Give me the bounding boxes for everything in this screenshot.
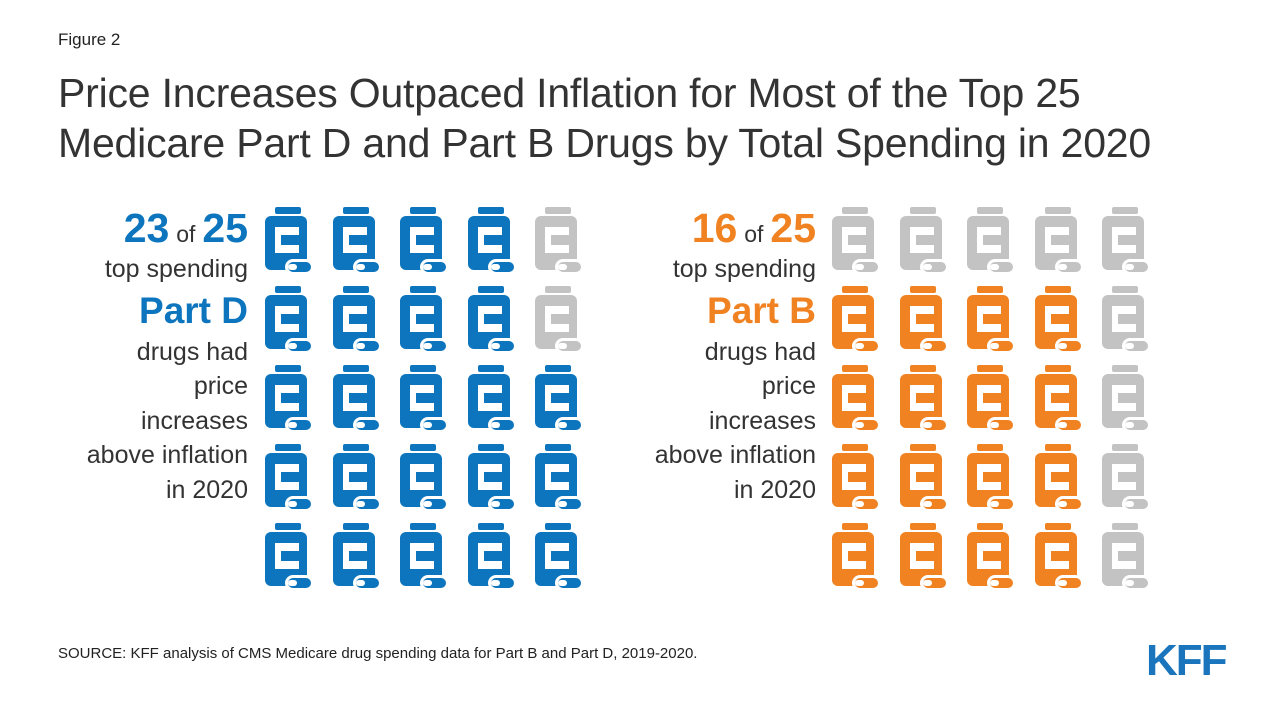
part-d-pill-bottle-icon-above-inflation xyxy=(264,286,314,358)
part-d-headline: 23 of 25 xyxy=(50,204,248,252)
part-d-pill-bottle-icon-above-inflation xyxy=(264,365,314,437)
title-line-1: Price Increases Outpaced Inflation for M… xyxy=(58,70,1081,116)
part-b-pill-bottle-icon-above-inflation xyxy=(899,523,949,595)
part-d-line-1: drugs had xyxy=(136,337,248,366)
part-d-pill-bottle-icon-not-above xyxy=(534,286,584,358)
part-b-pill-bottle-icon-above-inflation xyxy=(1034,523,1084,595)
part-b-description: 16 of 25 top spending Part B drugs had p… xyxy=(620,204,816,507)
part-b-line-2: price xyxy=(761,372,816,400)
part-b-pill-bottle-icon-above-inflation xyxy=(1034,286,1084,358)
part-b-pill-bottle-icon-not-above xyxy=(1101,286,1151,358)
part-d-pill-bottle-icon-above-inflation xyxy=(332,523,382,595)
part-d-line-top: top spending xyxy=(104,255,248,283)
part-d-line-4: above inflation xyxy=(86,441,248,469)
part-b-count: 16 xyxy=(691,205,738,251)
part-b-pill-bottle-icon-above-inflation xyxy=(831,286,881,358)
part-b-line-5: in 2020 xyxy=(733,475,816,504)
part-d-pill-bottle-icon-above-inflation xyxy=(399,444,449,516)
part-d-pill-bottle-icon-above-inflation xyxy=(332,444,382,516)
part-b-pill-bottle-icon-above-inflation xyxy=(966,444,1016,516)
part-b-headline: 16 of 25 xyxy=(620,204,816,252)
part-b-pill-bottle-icon-above-inflation xyxy=(966,365,1016,437)
part-b-pill-bottle-icon-not-above xyxy=(966,207,1016,279)
part-d-line-2: price xyxy=(193,372,248,400)
part-b-pill-bottle-icon-not-above xyxy=(1101,523,1151,595)
source-note: SOURCE: KFF analysis of CMS Medicare dru… xyxy=(58,645,698,662)
part-d-pill-bottle-icon-above-inflation xyxy=(399,207,449,279)
part-d-pill-bottle-icon-above-inflation xyxy=(467,365,517,437)
part-b-of: of xyxy=(744,221,764,247)
part-b-pill-bottle-icon-not-above xyxy=(831,207,881,279)
part-b-line-1: drugs had xyxy=(704,337,816,366)
part-d-pill-bottle-icon-above-inflation xyxy=(332,286,382,358)
part-d-pill-bottle-icon-above-inflation xyxy=(399,523,449,595)
part-d-description: 23 of 25 top spending Part D drugs had p… xyxy=(50,204,248,507)
part-d-count: 23 xyxy=(123,205,170,251)
part-d-pill-bottle-icon-above-inflation xyxy=(399,365,449,437)
part-d-pill-bottle-icon-above-inflation xyxy=(264,444,314,516)
part-b-pill-bottle-icon-not-above xyxy=(1101,444,1151,516)
part-b-pill-bottle-icon-above-inflation xyxy=(899,286,949,358)
chart-title: Price Increases Outpaced Inflation for M… xyxy=(58,68,1238,168)
part-b-pill-bottle-icon-not-above xyxy=(1101,207,1151,279)
part-b-pill-bottle-icon-not-above xyxy=(1034,207,1084,279)
part-d-total: 25 xyxy=(202,205,248,251)
part-d-of: of xyxy=(176,221,196,247)
part-b-pill-bottle-icon-above-inflation xyxy=(831,523,881,595)
part-b-pill-bottle-icon-not-above xyxy=(1101,365,1151,437)
part-d-pill-bottle-icon-above-inflation xyxy=(467,286,517,358)
kff-logo-mark: KFF xyxy=(1146,636,1229,685)
part-b-label: Part B xyxy=(707,289,816,331)
part-b-pill-bottle-icon-above-inflation xyxy=(899,365,949,437)
part-d-pill-bottle-icon-not-above xyxy=(534,207,584,279)
part-b-pill-bottle-icon-above-inflation xyxy=(831,365,881,437)
part-b-pill-bottle-icon-above-inflation xyxy=(1034,365,1084,437)
part-d-pill-bottle-icon-above-inflation xyxy=(467,523,517,595)
kff-logo-text: KFF xyxy=(1146,637,1227,681)
part-b-pill-bottle-icon-above-inflation xyxy=(966,286,1016,358)
part-d-line-3: increases xyxy=(141,406,248,435)
part-b-pill-bottle-icon-above-inflation xyxy=(1034,444,1084,516)
part-b-total: 25 xyxy=(770,205,816,251)
part-d-pill-bottle-icon-above-inflation xyxy=(534,523,584,595)
part-b-pill-bottle-icon-not-above xyxy=(899,207,949,279)
part-d-pill-bottle-icon-above-inflation xyxy=(534,444,584,516)
part-d-pill-bottle-icon-above-inflation xyxy=(264,523,314,595)
part-d-pill-bottle-icon-above-inflation xyxy=(332,207,382,279)
part-d-pill-bottle-icon-above-inflation xyxy=(534,365,584,437)
figure-label: Figure 2 xyxy=(58,30,121,49)
part-d-pill-bottle-icon-above-inflation xyxy=(467,207,517,279)
kff-logo: KFF xyxy=(1146,636,1230,685)
part-d-pill-bottle-icon-above-inflation xyxy=(467,444,517,516)
part-b-line-top: top spending xyxy=(672,255,816,283)
part-b-pill-bottle-icon-above-inflation xyxy=(966,523,1016,595)
part-b-pill-bottle-icon-above-inflation xyxy=(831,444,881,516)
part-d-pill-bottle-icon-above-inflation xyxy=(332,365,382,437)
part-d-pill-bottle-icon-above-inflation xyxy=(399,286,449,358)
part-d-pill-bottle-icon-above-inflation xyxy=(264,207,314,279)
part-d-label: Part D xyxy=(139,289,248,331)
part-b-line-3: increases xyxy=(709,406,816,435)
part-d-icon-grid xyxy=(264,207,586,597)
part-d-line-5: in 2020 xyxy=(165,475,248,504)
title-line-2: Medicare Part D and Part B Drugs by Tota… xyxy=(58,120,1151,166)
part-b-icon-grid xyxy=(831,207,1153,597)
part-b-line-4: above inflation xyxy=(654,441,816,469)
part-b-pill-bottle-icon-above-inflation xyxy=(899,444,949,516)
